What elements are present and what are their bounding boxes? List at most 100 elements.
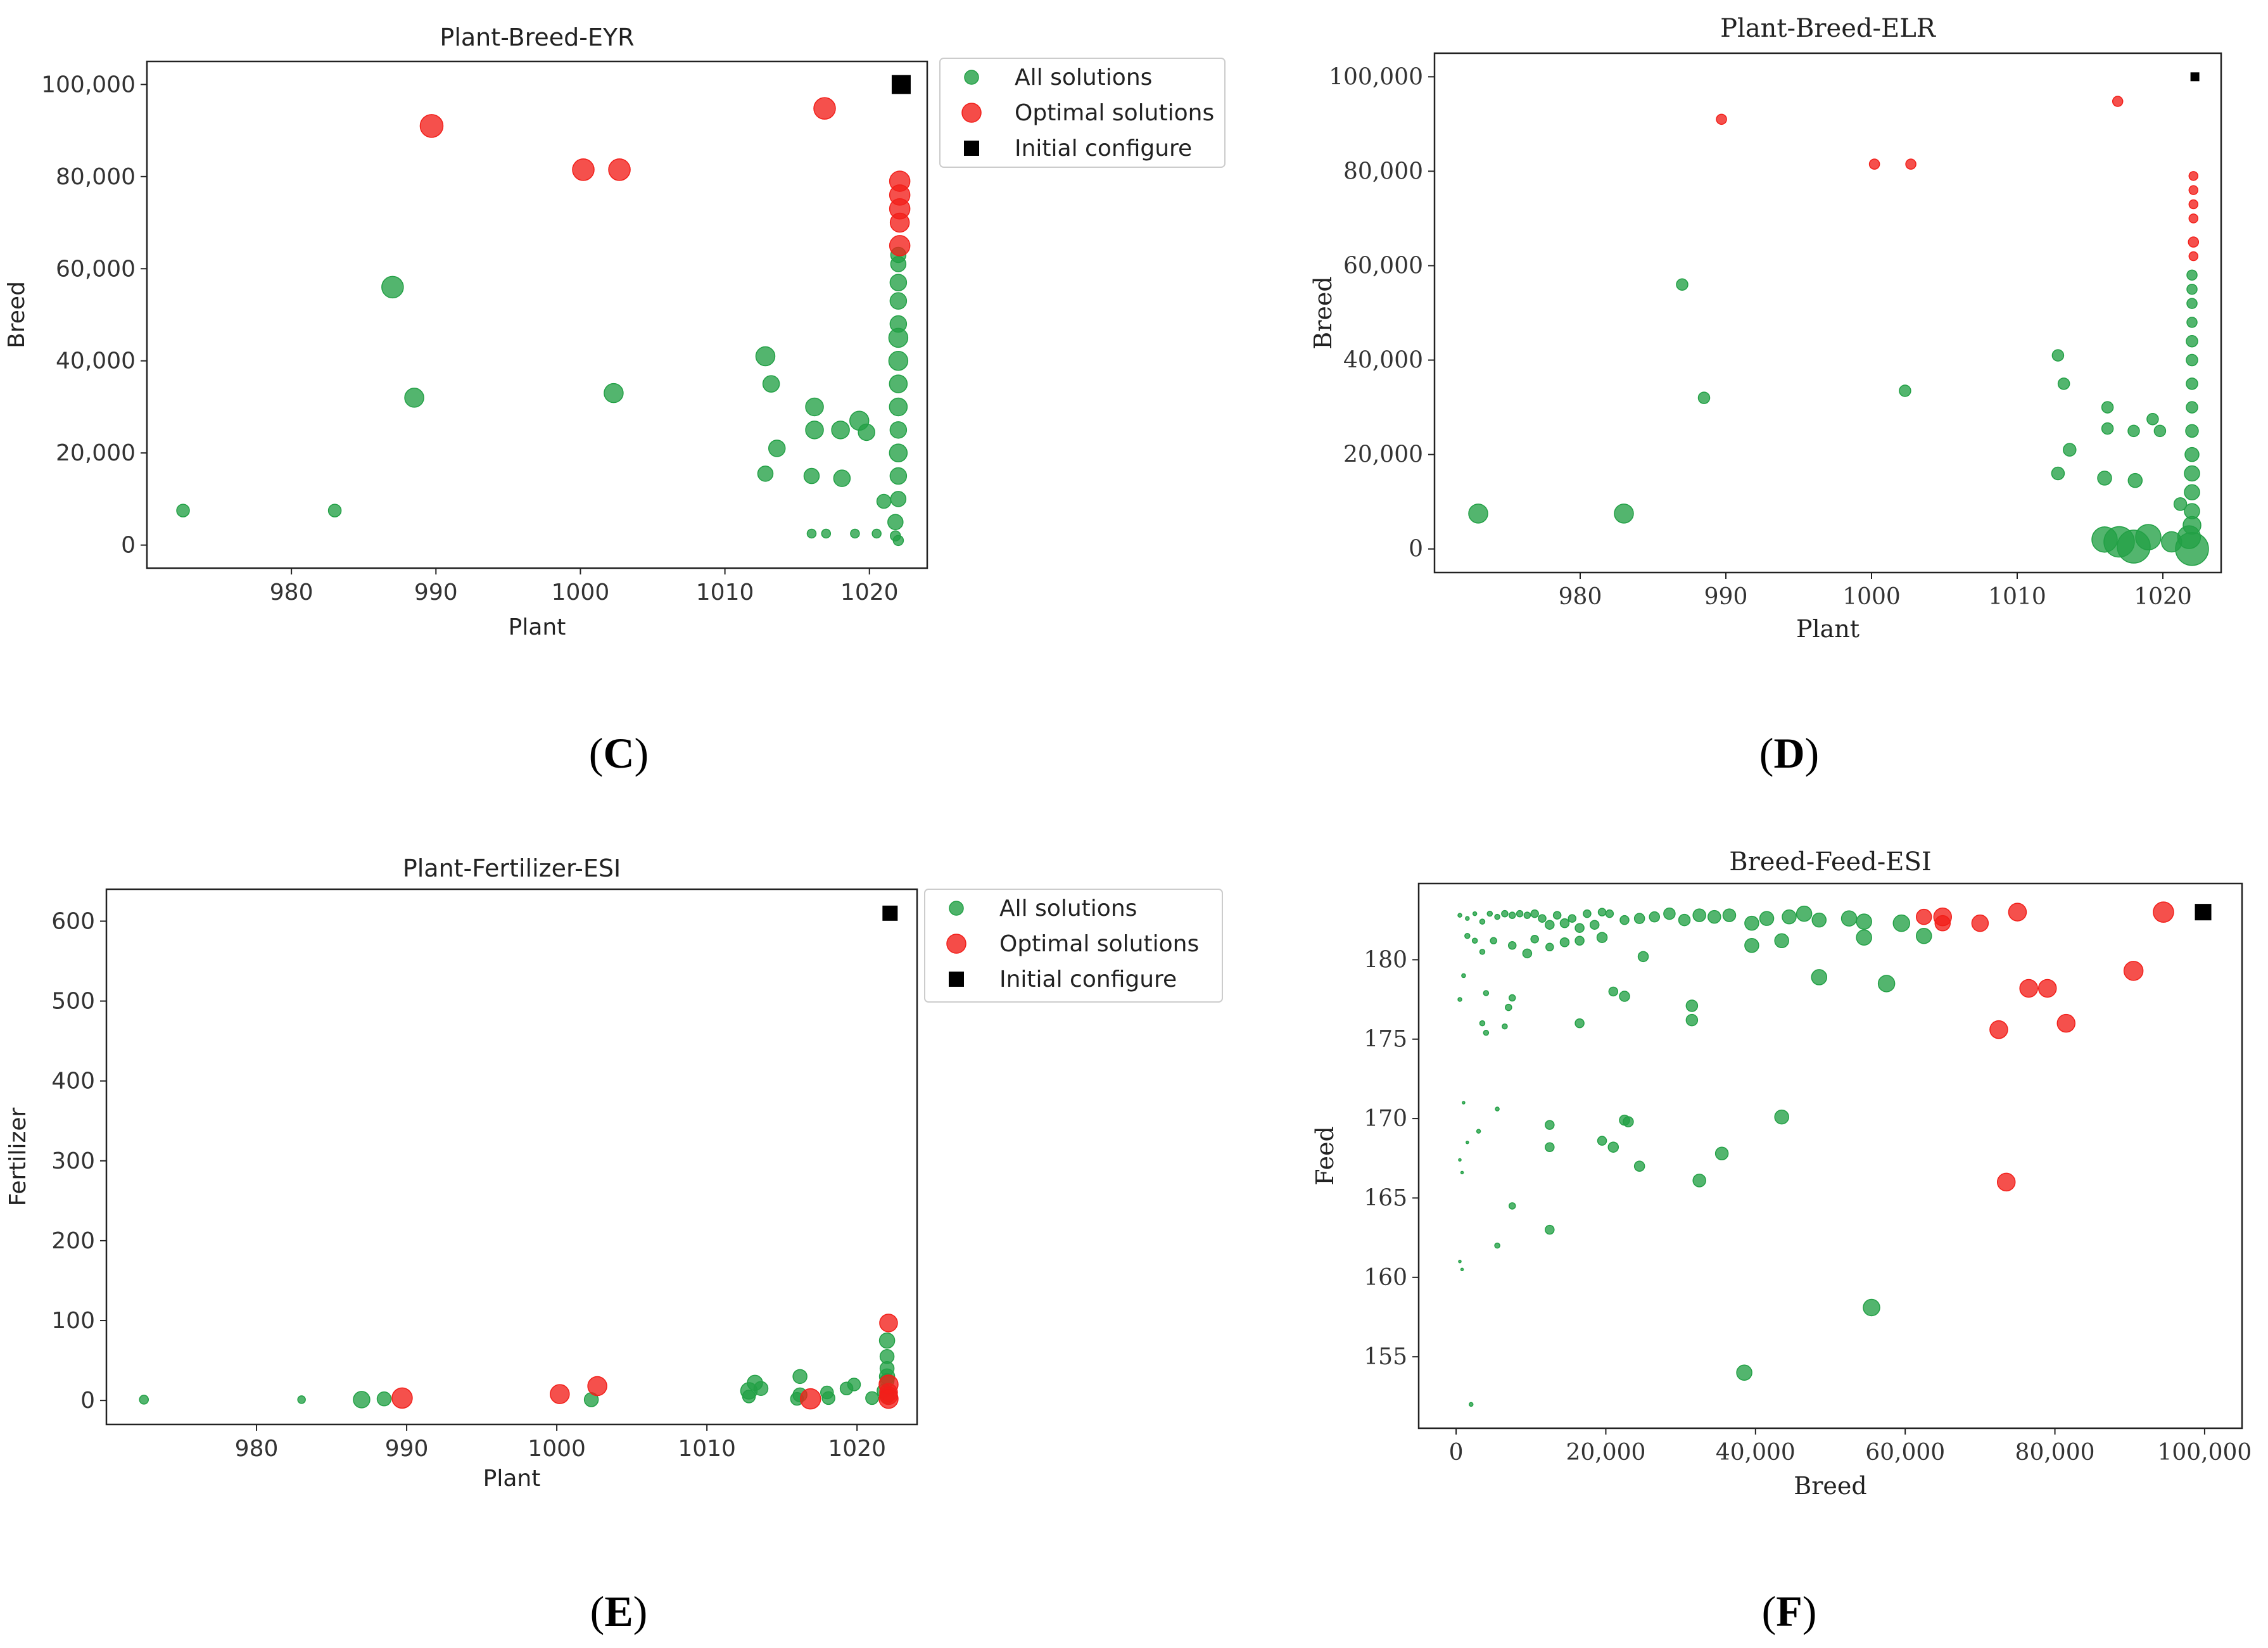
all-solution-point — [1457, 913, 1462, 918]
legend: All solutions Optimal solutions Initial co… — [924, 889, 1223, 1003]
y-tick-label: 200 — [51, 1228, 95, 1254]
initial-configure-point — [882, 905, 898, 921]
x-tick-label: 1000 — [552, 580, 610, 605]
all-solution-point — [1633, 1160, 1645, 1172]
all-solution-point — [1479, 918, 1486, 925]
all-solution-point — [768, 440, 786, 457]
all-solution-point — [871, 528, 882, 539]
y-tick-label: 160 — [1364, 1265, 1407, 1291]
optimal-solution-point — [889, 235, 911, 257]
all-solution-point — [1840, 910, 1858, 927]
all-solution-point — [1464, 932, 1471, 939]
all-solution-point — [2186, 269, 2198, 281]
x-tick-label: 100,000 — [2157, 1440, 2252, 1466]
all-solution-point — [1623, 1116, 1634, 1127]
optimal-solution-point — [889, 212, 910, 233]
caption-letter: D — [1773, 729, 1804, 777]
optimal-solution-point — [391, 1387, 413, 1409]
all-solution-point — [1476, 1129, 1481, 1134]
initial-configure-point — [2195, 904, 2212, 921]
all-solution-point — [2186, 353, 2198, 367]
plot-frame — [146, 60, 928, 569]
all-solution-point — [2184, 447, 2200, 462]
all-solution-point — [890, 491, 907, 507]
x-tick-label: 1000 — [528, 1436, 586, 1462]
all-solution-point — [1649, 911, 1661, 923]
panel-caption: (E) — [590, 1587, 648, 1635]
x-axis-label: Plant — [509, 614, 566, 640]
all-solution-point — [821, 528, 832, 539]
all-solution-point — [1505, 1003, 1512, 1011]
all-solution-point — [833, 469, 851, 487]
y-tick-label: 0 — [80, 1388, 95, 1414]
optimal-solution-point — [2153, 901, 2174, 923]
legend-marker-initial — [949, 972, 964, 987]
optimal-solution-point — [2188, 185, 2199, 195]
all-solution-point — [1501, 910, 1509, 918]
all-solution-point — [2184, 503, 2200, 519]
caption-open-paren: ( — [1762, 1587, 1777, 1635]
all-solution-point — [139, 1395, 149, 1405]
y-tick-label: 40,000 — [56, 348, 136, 374]
all-solution-point — [1589, 920, 1600, 930]
optimal-solution-point — [1989, 1020, 2008, 1039]
y-tick-label: 100,000 — [41, 72, 136, 98]
y-tick-label: 170 — [1364, 1106, 1407, 1132]
all-solution-point — [1619, 915, 1630, 925]
chart-panel-d: Plant-Breed-ELR 980 990 1000 1010 1020 0 20,000… — [1309, 14, 2222, 777]
all-solution-point — [353, 1391, 371, 1409]
all-solution-point — [1736, 1364, 1752, 1381]
all-solution-point — [1676, 278, 1688, 291]
all-solution-point — [1559, 937, 1570, 948]
all-solution-point — [1633, 913, 1645, 924]
all-solution-point — [1583, 909, 1592, 918]
optimal-solution-point — [799, 1388, 821, 1410]
all-solution-point — [2186, 377, 2198, 390]
y-tick-label: 0 — [121, 533, 136, 559]
all-solution-point — [1545, 1224, 1555, 1235]
all-solution-point — [889, 292, 908, 310]
all-solution-point — [878, 1332, 896, 1349]
initial-configure-point — [2190, 72, 2200, 82]
optimal-solution-point — [1716, 113, 1727, 125]
y-tick-label: 155 — [1364, 1344, 1407, 1370]
x-tick-label: 1010 — [1988, 584, 2046, 610]
optimal-solution-point — [587, 1376, 607, 1397]
all-solution-point — [1516, 910, 1524, 918]
all-solution-point — [803, 467, 820, 485]
all-solution-point — [2184, 465, 2200, 482]
x-tick-label: 980 — [1559, 584, 1602, 610]
all-solution-point — [889, 397, 908, 417]
legend: All solutions Optimal solutions Initial co… — [939, 58, 1226, 168]
all-solution-point — [297, 1395, 306, 1404]
data-points — [139, 905, 899, 1410]
all-solution-point — [2101, 422, 2114, 435]
all-solution-point — [2057, 377, 2070, 390]
legend-marker-optimal — [946, 934, 966, 954]
optimal-solution-point — [879, 1314, 898, 1333]
panel-caption: (D) — [1759, 729, 1819, 777]
all-solution-point — [888, 350, 909, 371]
caption-open-paren: ( — [1759, 729, 1774, 777]
all-solution-point — [2186, 401, 2198, 414]
y-axis-label: Feed — [1311, 1126, 1339, 1186]
y-tick-label: 180 — [1364, 947, 1407, 973]
caption-open-paren: ( — [590, 1587, 605, 1635]
all-solution-point — [1678, 913, 1691, 927]
all-solution-point — [1663, 907, 1676, 920]
all-solution-point — [1472, 911, 1478, 916]
all-solution-point — [889, 274, 908, 291]
all-solution-point — [1495, 1106, 1500, 1112]
x-tick-label: 1000 — [1842, 584, 1901, 610]
all-solution-point — [1915, 927, 1932, 944]
y-axis-label: Breed — [1309, 276, 1337, 349]
caption-close-paren: ) — [1802, 1587, 1817, 1635]
all-solution-point — [1530, 935, 1539, 944]
optimal-solution-point — [572, 158, 595, 181]
optimal-solution-point — [2037, 979, 2057, 998]
all-solution-point — [1460, 1170, 1464, 1175]
all-solution-point — [742, 1390, 756, 1404]
all-solution-point — [2097, 471, 2112, 486]
all-solution-point — [1559, 918, 1570, 929]
legend-marker-optimal — [961, 103, 982, 123]
